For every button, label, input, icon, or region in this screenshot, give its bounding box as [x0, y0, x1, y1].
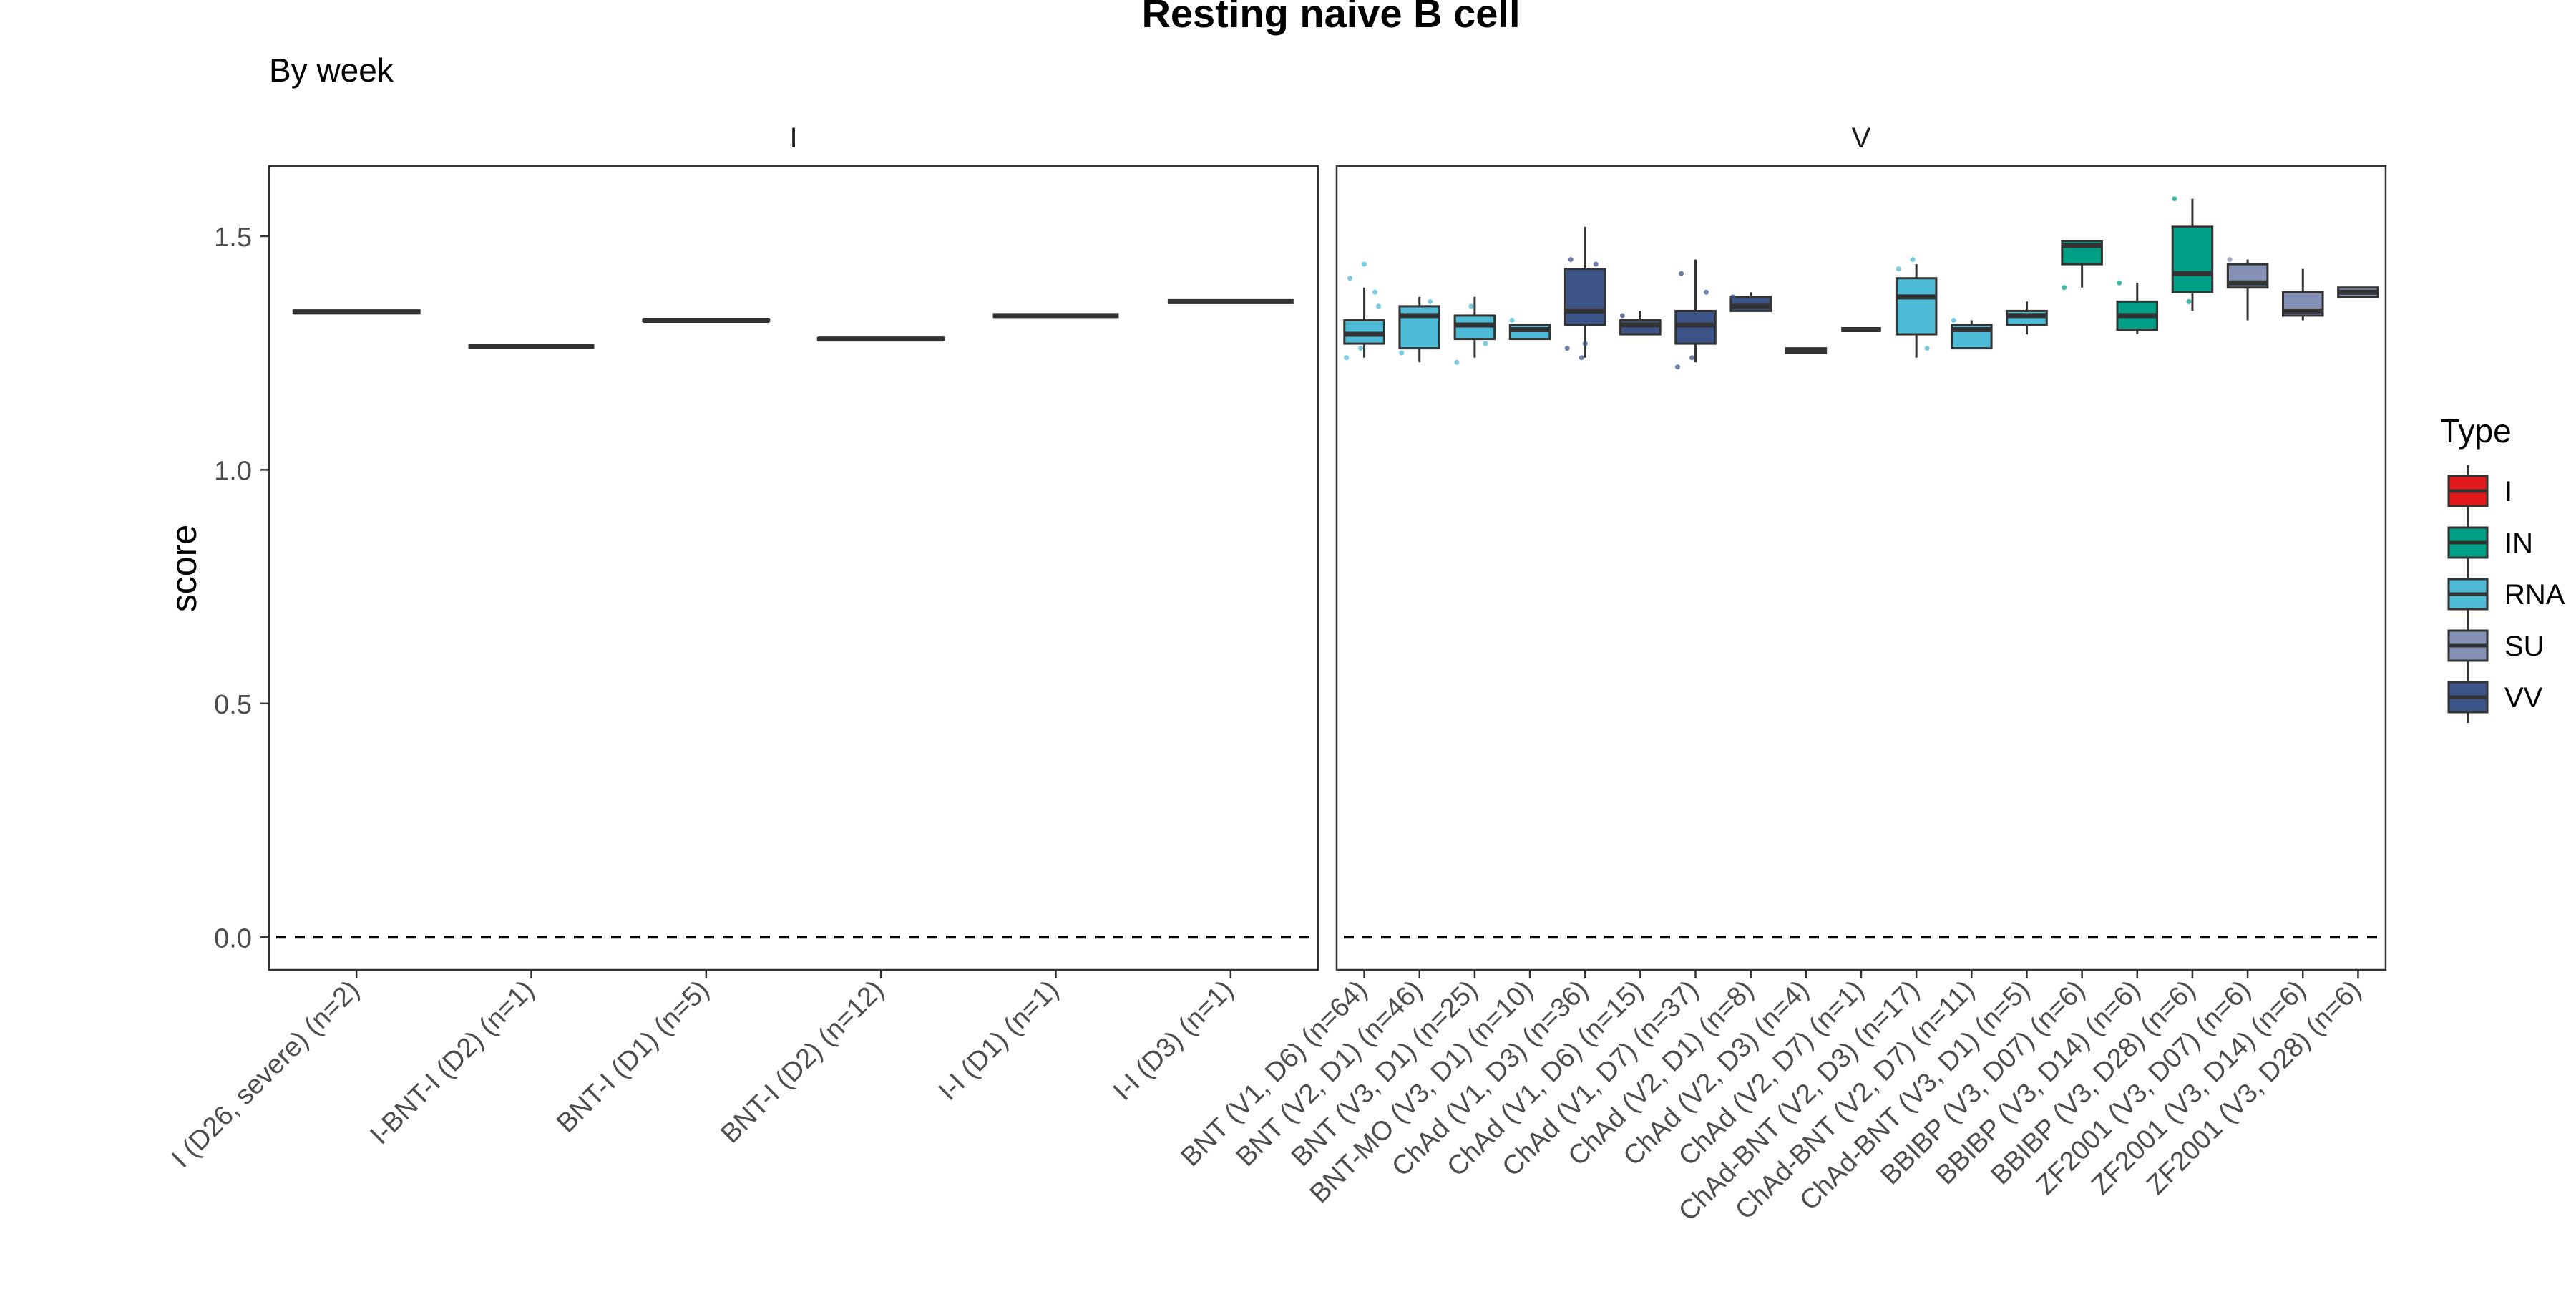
legend-label: VV	[2504, 682, 2543, 714]
y-axis-label: score	[164, 525, 204, 612]
data-point	[2117, 280, 2122, 286]
x-tick-label: I-BNT-I (D2) (n=1)	[364, 975, 540, 1150]
data-point	[1730, 294, 1736, 300]
data-point	[1376, 303, 1382, 309]
legend-label: IN	[2504, 528, 2533, 559]
x-tick-label: BNT-I (D2) (n=12)	[716, 975, 890, 1150]
data-point	[1428, 298, 1433, 304]
x-tick-label: I (D26, severe) (n=2)	[166, 975, 365, 1174]
panel-border	[268, 165, 1319, 971]
data-point	[1582, 341, 1588, 346]
box	[1563, 268, 1606, 326]
data-point	[1704, 289, 1709, 295]
data-point	[1675, 364, 1681, 370]
data-point	[1509, 317, 1515, 323]
y-tick-label: 1.0	[214, 456, 252, 486]
legend-label: RNA	[2504, 579, 2565, 611]
data-point	[1372, 289, 1378, 295]
data-point	[2062, 285, 2067, 291]
data-point	[1619, 313, 1625, 319]
data-point	[1362, 261, 1367, 267]
chart-subtitle: By week	[269, 52, 394, 89]
data-point	[1483, 341, 1488, 346]
data-point	[1579, 355, 1584, 361]
panel-strip-label: I	[789, 122, 797, 154]
data-point	[2227, 257, 2233, 263]
x-tick-label: BNT-I (D1) (n=5)	[551, 975, 715, 1139]
legend-label: SU	[2504, 631, 2545, 662]
x-tick-label: I-I (D3) (n=1)	[1108, 975, 1239, 1107]
data-point	[1896, 266, 1901, 272]
data-point	[1402, 308, 1408, 314]
chart-title: Resting naive B cell	[1141, 0, 1520, 36]
box	[2171, 225, 2214, 293]
data-point	[1693, 331, 1699, 337]
data-point	[1358, 346, 1364, 351]
data-point	[2186, 298, 2192, 304]
data-point	[1679, 271, 1684, 276]
data-point	[1689, 355, 1695, 361]
legend: I IN RNA SU VV	[2447, 465, 2565, 723]
data-point	[1910, 257, 1916, 263]
y-tick-label: 0.0	[214, 923, 252, 953]
data-point	[1568, 257, 1574, 263]
data-point	[1951, 317, 1956, 323]
plot-layer: 0.0 0.5 1.0 1.5 I I (D26, severe) (n=2)I-BNT-…	[166, 122, 2387, 1227]
data-point	[1924, 346, 1930, 351]
legend-title: Type	[2440, 412, 2512, 450]
data-point	[2172, 196, 2177, 202]
data-point	[1593, 261, 1599, 267]
y-tick-label: 0.5	[214, 690, 252, 720]
data-point	[1413, 336, 1419, 342]
data-point	[1468, 303, 1474, 309]
x-tick-label: I-I (D1) (n=1)	[933, 975, 1065, 1107]
data-point	[1564, 346, 1570, 351]
panel-border	[1335, 165, 2387, 971]
data-point	[1399, 350, 1405, 356]
data-point	[1344, 355, 1350, 361]
box	[1895, 277, 1938, 336]
data-point	[1347, 276, 1353, 281]
panel-strip-label: V	[1852, 122, 1871, 154]
y-tick-label: 1.5	[214, 223, 252, 253]
legend-label: I	[2504, 476, 2512, 507]
data-point	[1454, 359, 1460, 365]
